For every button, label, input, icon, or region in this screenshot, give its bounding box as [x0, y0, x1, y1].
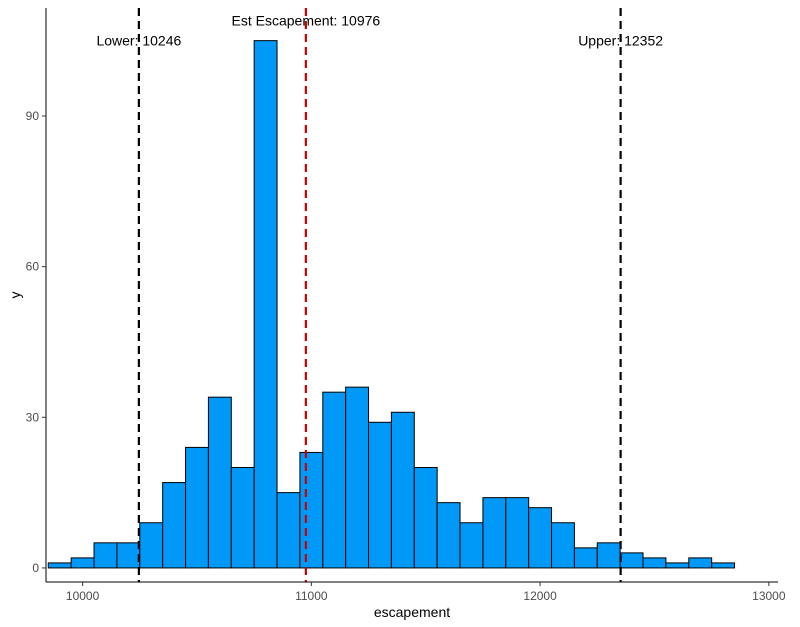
histogram-bar-9 — [230, 467, 255, 569]
y-tick-label: 60 — [26, 260, 40, 274]
y-tick-label: 30 — [26, 410, 40, 424]
x-tick-label: 11000 — [295, 589, 328, 603]
y-axis-ticks: 0 30 60 90 — [26, 109, 46, 575]
histogram-bar-18 — [436, 502, 461, 569]
reference-lines-group — [137, 8, 622, 582]
x-tick-label: 12000 — [523, 589, 557, 603]
histogram-bar-17 — [413, 467, 438, 569]
histogram-bar-29 — [688, 557, 713, 569]
histogram-bar-10 — [253, 40, 278, 569]
histogram-bar-20 — [482, 497, 507, 569]
histogram-bar-2 — [70, 557, 95, 569]
histogram-bar-21 — [505, 497, 530, 569]
histogram-bar-14 — [345, 386, 370, 569]
x-tick-label: 13000 — [752, 589, 786, 603]
histogram-bar-15 — [368, 421, 392, 569]
x-axis-title: escapement — [374, 604, 450, 620]
histogram-bar-26 — [619, 552, 644, 569]
histogram-bar-5 — [139, 522, 164, 569]
histogram-bar-30 — [711, 562, 736, 569]
histogram-bar-4 — [116, 542, 141, 569]
histogram-bar-7 — [185, 446, 209, 569]
lower-annotation-label: Lower: 10246 — [96, 33, 181, 49]
histogram-bar-3 — [93, 542, 118, 569]
estimate-annotation-label: Est Escapement: 10976 — [232, 13, 381, 29]
histogram-bar-23 — [551, 522, 575, 569]
histogram-bar-28 — [665, 562, 690, 569]
y-axis-title: y — [7, 292, 23, 299]
annotations-group: Lower: 10246 Est Escapement: 10976 Upper: … — [96, 13, 663, 49]
histogram-bar-12 — [299, 451, 324, 569]
histogram-bar-19 — [459, 522, 484, 569]
histogram-bar-13 — [322, 391, 347, 569]
y-tick-label: 90 — [26, 109, 40, 123]
bars-group — [47, 40, 736, 569]
histogram-bar-16 — [390, 411, 415, 569]
x-axis-ticks: 10000 11000 12000 13000 — [66, 582, 786, 603]
x-tick-label: 10000 — [66, 589, 100, 603]
histogram-bar-1 — [47, 562, 72, 569]
histogram-bar-27 — [642, 557, 667, 569]
y-tick-label: 0 — [32, 561, 39, 575]
histogram-bar-6 — [162, 482, 187, 569]
histogram-bar-24 — [573, 547, 598, 569]
histogram-bar-11 — [276, 492, 301, 569]
histogram-bar-22 — [528, 507, 553, 569]
histogram-bar-8 — [207, 396, 232, 569]
upper-annotation-label: Upper: 12352 — [578, 33, 663, 49]
histogram-bar-25 — [596, 542, 621, 569]
